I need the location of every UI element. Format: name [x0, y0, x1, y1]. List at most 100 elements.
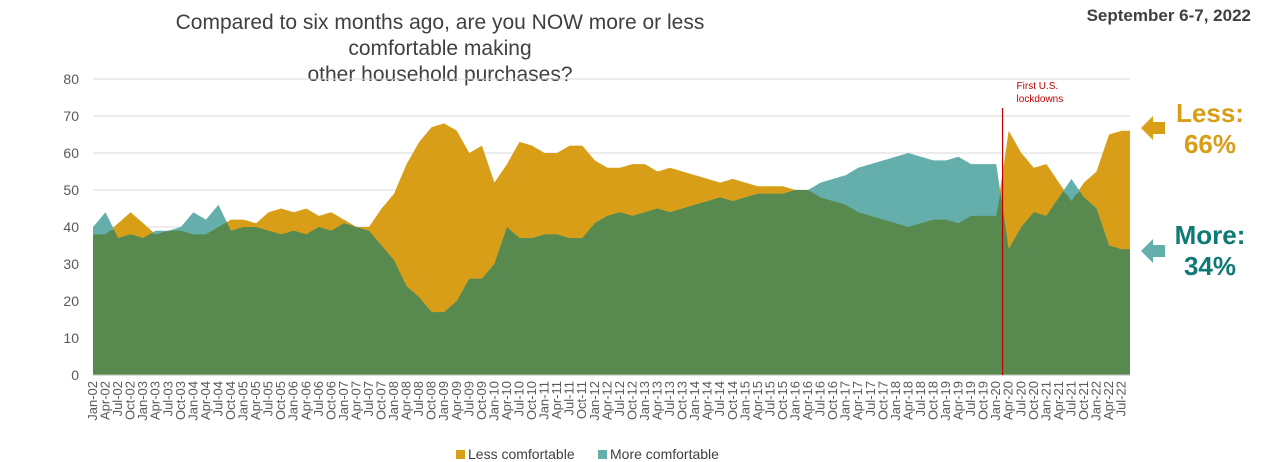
x-tick-label: Jan-10 — [486, 381, 501, 421]
series-areas — [93, 123, 1130, 376]
x-tick-label: Jul-19 — [963, 381, 978, 416]
x-tick-label: Apr-10 — [499, 381, 514, 420]
x-tick-label: Jan-12 — [587, 381, 602, 421]
x-tick-label: Apr-22 — [1101, 381, 1116, 420]
legend-swatch-less — [456, 449, 465, 459]
y-tick-label: 70 — [63, 108, 79, 124]
x-tick-label: Jan-17 — [838, 381, 853, 421]
x-tick-label: Oct-19 — [976, 381, 991, 420]
x-tick-label: Jan-19 — [938, 381, 953, 421]
x-tick-label: Apr-11 — [549, 381, 564, 419]
x-tick-label: Jul-03 — [160, 381, 175, 416]
more-arrow-icon — [1141, 239, 1165, 263]
x-tick-label: Oct-10 — [524, 381, 539, 420]
x-tick-label: Jan-05 — [236, 381, 251, 421]
x-tick-label: Jan-07 — [336, 381, 351, 421]
x-tick-label: Apr-14 — [700, 381, 715, 420]
lockdown-annotation-line2: lockdowns — [1017, 94, 1064, 105]
x-tick-label: Jul-04 — [210, 381, 225, 416]
x-tick-label: Oct-11 — [574, 381, 589, 419]
x-tick-label: Apr-08 — [399, 381, 414, 420]
y-tick-label: 20 — [63, 293, 79, 309]
x-tick-label: Apr-19 — [951, 381, 966, 420]
y-tick-label: 50 — [63, 182, 79, 198]
x-tick-label: Jan-02 — [85, 381, 100, 421]
callout-arrows — [1141, 116, 1165, 263]
x-tick-label: Oct-21 — [1076, 381, 1091, 420]
x-tick-label: Jan-20 — [988, 381, 1003, 421]
x-tick-label: Jan-09 — [436, 381, 451, 421]
x-tick-label: Jul-06 — [311, 381, 326, 416]
x-tick-label: Apr-21 — [1051, 381, 1066, 420]
callout-more-value: 34% — [1183, 251, 1237, 281]
x-tick-label: Jul-14 — [712, 381, 727, 416]
x-tick-label: Apr-16 — [800, 381, 815, 420]
x-tick-label: Apr-03 — [148, 381, 163, 420]
x-tick-label: Oct-20 — [1026, 381, 1041, 420]
callout-more: More: 34% — [1160, 220, 1260, 282]
legend-swatch-more — [598, 449, 607, 459]
x-tick-label: Apr-17 — [850, 381, 865, 420]
x-tick-label: Jul-05 — [261, 381, 276, 416]
x-tick-label: Jan-18 — [888, 381, 903, 421]
callout-more-label: More: — [1174, 220, 1246, 250]
x-tick-label: Jan-04 — [185, 381, 200, 421]
x-tick-label: Oct-07 — [374, 381, 389, 420]
x-tick-label: Apr-07 — [348, 381, 363, 420]
x-tick-label: Jul-11 — [562, 381, 577, 415]
x-tick-label: Jul-09 — [461, 381, 476, 416]
y-tick-label: 30 — [63, 256, 79, 272]
x-tick-label: Jul-18 — [913, 381, 928, 416]
x-tick-label: Jan-16 — [788, 381, 803, 421]
y-tick-label: 10 — [63, 330, 79, 346]
x-tick-label: Oct-13 — [675, 381, 690, 420]
x-tick-label: Jan-13 — [637, 381, 652, 421]
x-tick-label: Oct-16 — [825, 381, 840, 420]
x-tick-label: Jul-21 — [1064, 381, 1079, 416]
x-tick-label: Jan-03 — [135, 381, 150, 421]
legend-label-more: More comfortable — [610, 446, 719, 462]
x-tick-label: Jul-17 — [863, 381, 878, 416]
x-tick-label: Jul-12 — [612, 381, 627, 416]
x-tick-label: Oct-04 — [223, 381, 238, 420]
x-tick-label: Oct-06 — [323, 381, 338, 420]
x-tick-label: Jan-15 — [737, 381, 752, 421]
overlap-area — [93, 190, 1130, 375]
x-tick-label: Jul-15 — [762, 381, 777, 416]
x-tick-label: Apr-04 — [198, 381, 213, 420]
x-tick-label: Apr-18 — [900, 381, 915, 420]
x-tick-label: Jan-21 — [1038, 381, 1053, 421]
x-tick-label: Apr-20 — [1001, 381, 1016, 420]
x-tick-label: Jan-14 — [687, 381, 702, 421]
x-tick-label: Apr-06 — [298, 381, 313, 420]
y-tick-label: 0 — [71, 367, 79, 383]
x-tick-label: Oct-18 — [926, 381, 941, 420]
x-tick-label: Jan-22 — [1089, 381, 1104, 421]
x-tick-label: Apr-12 — [599, 381, 614, 420]
x-tick-label: Apr-05 — [248, 381, 263, 420]
chart-title: Compared to six months ago, are you NOW … — [140, 10, 740, 88]
x-tick-label: Oct-12 — [624, 381, 639, 420]
x-tick-label: Jan-06 — [286, 381, 301, 421]
x-tick-label: Oct-17 — [875, 381, 890, 420]
annotations: First U.S. lockdowns — [1001, 81, 1064, 375]
x-tick-label: Oct-03 — [173, 381, 188, 420]
less-arrow-icon — [1141, 116, 1165, 140]
y-tick-label: 40 — [63, 219, 79, 235]
x-tick-label: Oct-08 — [424, 381, 439, 420]
y-tick-label: 80 — [63, 71, 79, 87]
x-tick-label: Oct-15 — [775, 381, 790, 420]
x-tick-label: Jul-02 — [110, 381, 125, 416]
x-tick-label: Jul-16 — [813, 381, 828, 416]
callout-less-label: Less: — [1176, 98, 1244, 128]
legend-label-less: Less comfortable — [468, 446, 575, 462]
x-tick-label: Jul-22 — [1114, 381, 1129, 416]
x-tick-label: Oct-14 — [725, 381, 740, 420]
x-tick-label: Apr-02 — [98, 381, 113, 420]
x-tick-label: Oct-05 — [273, 381, 288, 420]
y-tick-label: 60 — [63, 145, 79, 161]
x-tick-label: Oct-09 — [474, 381, 489, 420]
callout-less: Less: 66% — [1160, 98, 1260, 160]
